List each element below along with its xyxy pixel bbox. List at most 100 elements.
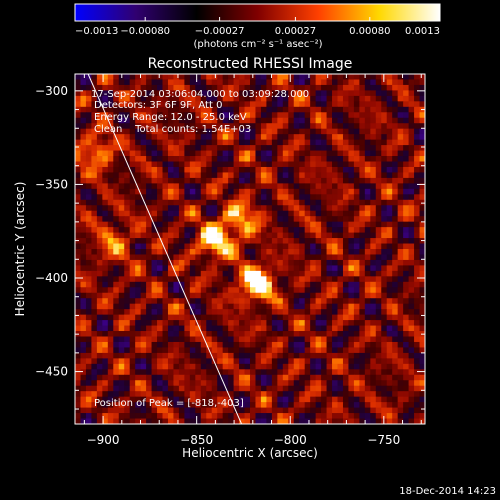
heatmap-cell — [184, 216, 191, 223]
heatmap-cell — [222, 270, 229, 277]
heatmap-cell — [315, 199, 322, 206]
heatmap-cell — [107, 106, 114, 113]
heatmap-cell — [414, 95, 420, 102]
heatmap-cell — [129, 265, 136, 272]
heatmap-cell — [288, 95, 295, 102]
heatmap-cell — [386, 166, 393, 173]
heatmap-cell — [403, 106, 409, 113]
heatmap-cell — [359, 347, 366, 354]
heatmap-cell — [228, 156, 234, 162]
heatmap-cell — [348, 363, 355, 370]
heatmap-cell — [299, 145, 306, 151]
heatmap-cell — [157, 183, 163, 190]
heatmap-cell — [282, 259, 289, 266]
heatmap-cell — [167, 325, 174, 332]
heatmap-cell — [381, 281, 388, 288]
heatmap-cell — [113, 391, 120, 398]
heatmap-cell — [277, 292, 284, 299]
heatmap-cell — [419, 259, 425, 266]
heatmap-cell — [332, 112, 338, 119]
heatmap-cell — [282, 369, 289, 376]
heatmap-cell — [91, 216, 98, 223]
heatmap-cell — [140, 358, 147, 365]
heatmap-cell — [173, 106, 180, 113]
heatmap-cell — [118, 303, 125, 310]
heatmap-cell — [266, 145, 273, 151]
heatmap-cell — [255, 161, 262, 168]
heatmap-cell — [96, 232, 103, 239]
heatmap-cell — [233, 391, 240, 398]
heatmap-cell — [326, 303, 333, 310]
heatmap-cell — [239, 90, 245, 97]
heatmap-cell — [222, 243, 229, 250]
heatmap-cell — [348, 407, 355, 414]
heatmap-cell — [135, 90, 142, 97]
heatmap-cell — [299, 205, 306, 212]
heatmap-cell — [173, 336, 180, 343]
heatmap-cell — [178, 298, 185, 305]
heatmap-cell — [157, 281, 163, 288]
heatmap-cell — [189, 369, 196, 376]
heatmap-cell — [162, 216, 169, 223]
heatmap-cell — [419, 303, 425, 310]
heatmap-cell — [250, 402, 256, 408]
heatmap-cell — [326, 418, 333, 424]
heatmap-cell — [288, 84, 295, 91]
heatmap-cell — [342, 402, 349, 408]
heatmap-cell — [299, 123, 306, 130]
heatmap-cell — [96, 358, 103, 365]
heatmap-cell — [167, 314, 174, 321]
heatmap-cell — [359, 298, 366, 305]
heatmap-cell — [304, 259, 311, 266]
heatmap-cell — [375, 238, 382, 244]
heatmap-cell — [260, 156, 267, 162]
heatmap-cell — [293, 134, 300, 141]
heatmap-cell — [189, 243, 196, 250]
heatmap-cell — [255, 314, 262, 321]
heatmap-cell — [206, 156, 213, 162]
heatmap-cell — [304, 145, 311, 151]
heatmap-cell — [250, 281, 256, 288]
heatmap-cell — [277, 183, 284, 190]
heatmap-cell — [271, 347, 278, 354]
heatmap-cell — [310, 232, 317, 239]
heatmap-cell — [167, 363, 174, 370]
heatmap-cell — [239, 281, 245, 288]
heatmap-cell — [184, 265, 191, 272]
heatmap-cell — [189, 183, 196, 190]
heatmap-cell — [178, 227, 185, 233]
heatmap-cell — [326, 205, 333, 212]
heatmap-cell — [102, 391, 109, 398]
heatmap-cell — [107, 314, 114, 321]
heatmap-cell — [200, 117, 207, 124]
heatmap-cell — [173, 145, 180, 151]
heatmap-cell — [299, 238, 306, 244]
heatmap-cell — [167, 183, 174, 190]
heatmap-cell — [381, 259, 388, 266]
heatmap-cell — [85, 347, 92, 354]
heatmap-cell — [233, 374, 240, 381]
heatmap-cell — [370, 194, 377, 201]
heatmap-cell — [124, 112, 131, 119]
heatmap-cell — [135, 358, 142, 365]
heatmap-cell — [140, 166, 147, 173]
heatmap-cell — [321, 270, 327, 277]
heatmap-cell — [167, 117, 174, 124]
time-range-text: 17-Sep-2014 03:06:04.000 to 03:09:28.000 — [91, 89, 309, 100]
heatmap-cell — [310, 112, 317, 119]
heatmap-cell — [304, 303, 311, 310]
heatmap-cell — [195, 396, 202, 403]
heatmap-cell — [85, 413, 92, 419]
heatmap-cell — [244, 314, 251, 321]
heatmap-cell — [260, 374, 267, 381]
heatmap-cell — [359, 309, 366, 316]
heatmap-cell — [118, 402, 125, 408]
heatmap-cell — [157, 150, 163, 157]
heatmap-cell — [239, 199, 245, 206]
heatmap-cell — [277, 249, 284, 255]
heatmap-cell — [414, 352, 420, 359]
heatmap-cell — [217, 145, 224, 151]
heatmap-cell — [326, 314, 333, 321]
heatmap-cell — [392, 172, 399, 179]
heatmap-cell — [255, 325, 262, 332]
